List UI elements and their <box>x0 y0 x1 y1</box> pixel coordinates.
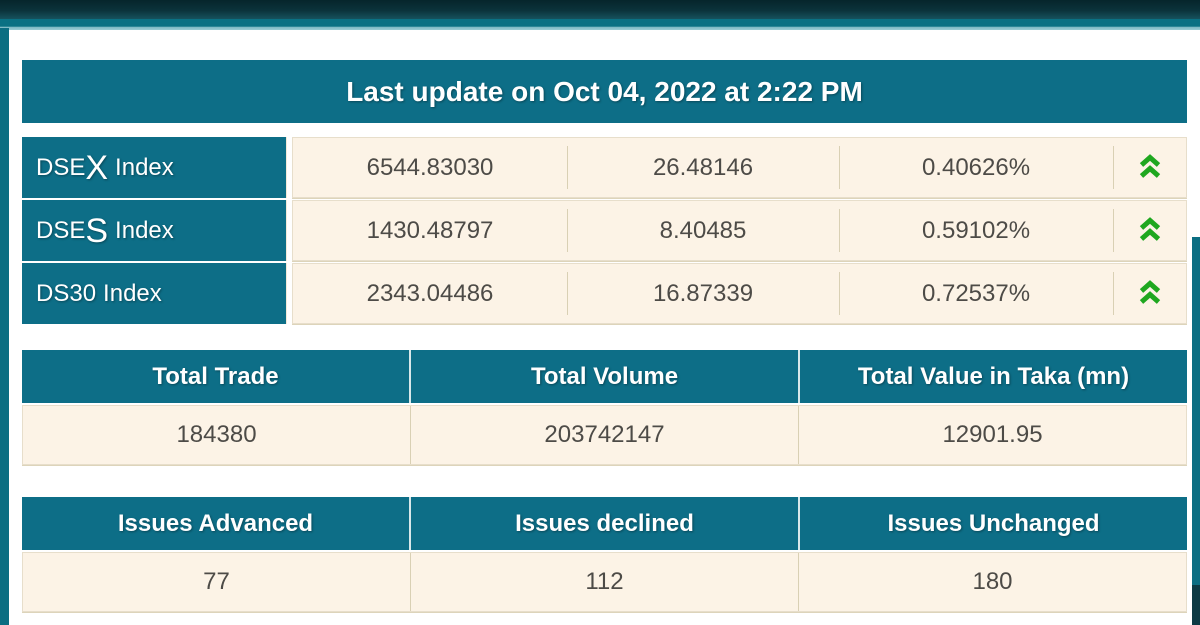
index-direction-cell <box>1113 264 1186 323</box>
index-name-cell: DSE X Index <box>22 137 287 198</box>
issues-table: Issues Advanced Issues declined Issues U… <box>22 497 1187 612</box>
issues-advanced-header: Issues Advanced <box>117 509 314 537</box>
index-name-suffix: Index <box>115 153 174 181</box>
index-name-big-letter: S <box>85 211 109 250</box>
index-direction-cell <box>1113 201 1186 260</box>
total-trade-value: 184380 <box>176 421 257 448</box>
index-name-cell: DS30 Index <box>22 263 287 324</box>
index-values: 2343.04486 16.87339 0.72537% <box>292 263 1187 324</box>
total-volume-value: 203742147 <box>410 406 798 464</box>
total-value-value: 12901.95 <box>798 406 1186 464</box>
double-chevron-up-icon <box>1139 154 1160 178</box>
index-name-suffix: Index <box>103 279 162 307</box>
index-values: 1430.48797 8.40485 0.59102% <box>292 200 1187 261</box>
market-summary-panel: Last update on Oct 04, 2022 at 2:22 PM D… <box>22 60 1187 612</box>
right-border-bar-bottom <box>1192 585 1200 625</box>
top-navigation-bar <box>0 0 1200 30</box>
index-name-prefix: DSE <box>36 216 86 244</box>
issues-unchanged-value: 180 <box>798 553 1186 611</box>
index-change: 26.48146 <box>567 138 839 197</box>
left-border-bar <box>0 28 9 625</box>
index-change-percent: 0.59102% <box>839 201 1113 260</box>
double-chevron-up-icon <box>1139 280 1160 304</box>
index-value: 1430.48797 <box>366 216 494 244</box>
issues-header-row: Issues Advanced Issues declined Issues U… <box>22 497 1187 550</box>
index-change: 8.40485 <box>567 201 839 260</box>
issues-value-row: 77 112 180 <box>22 552 1187 612</box>
totals-value-row: 184380 203742147 12901.95 <box>22 405 1187 465</box>
index-values: 6544.83030 26.48146 0.40626% <box>292 137 1187 198</box>
index-value: 2343.04486 <box>366 279 494 307</box>
index-row-dses: DSE S Index 1430.48797 8.40485 0.59102% <box>22 200 1187 261</box>
index-change-percent: 0.40626% <box>839 138 1113 197</box>
double-chevron-up-icon <box>1139 217 1160 241</box>
issues-advanced-value: 77 <box>203 568 230 595</box>
totals-table: Total Trade Total Volume Total Value in … <box>22 350 1187 465</box>
totals-header-row: Total Trade Total Volume Total Value in … <box>22 350 1187 403</box>
last-update-banner: Last update on Oct 04, 2022 at 2:22 PM <box>22 60 1187 123</box>
index-row-ds30: DS30 Index 2343.04486 16.87339 0.72537% <box>22 263 1187 324</box>
total-volume-header: Total Volume <box>409 350 798 403</box>
issues-declined-value: 112 <box>410 553 798 611</box>
index-name-prefix: DS30 <box>36 279 97 307</box>
index-change-percent: 0.72537% <box>839 264 1113 323</box>
issues-declined-header: Issues declined <box>409 497 798 550</box>
index-name-cell: DSE S Index <box>22 200 287 261</box>
index-name-big-letter: X <box>85 148 109 187</box>
total-trade-header: Total Trade <box>152 362 279 390</box>
total-value-header: Total Value in Taka (mn) <box>798 350 1187 403</box>
index-name-suffix: Index <box>115 216 174 244</box>
top-bar-dark-strip <box>0 0 1200 19</box>
index-row-dsex: DSE X Index 6544.83030 26.48146 0.40626% <box>22 137 1187 198</box>
index-table: DSE X Index 6544.83030 26.48146 0.40626% D… <box>22 137 1187 324</box>
last-update-text: Last update on Oct 04, 2022 at 2:22 PM <box>346 75 863 107</box>
top-bar-teal-strip <box>0 19 1200 30</box>
index-direction-cell <box>1113 138 1186 197</box>
issues-unchanged-header: Issues Unchanged <box>798 497 1187 550</box>
right-border-bar <box>1192 237 1200 625</box>
index-value: 6544.83030 <box>366 153 494 181</box>
index-name-prefix: DSE <box>36 153 86 181</box>
index-change: 16.87339 <box>567 264 839 323</box>
